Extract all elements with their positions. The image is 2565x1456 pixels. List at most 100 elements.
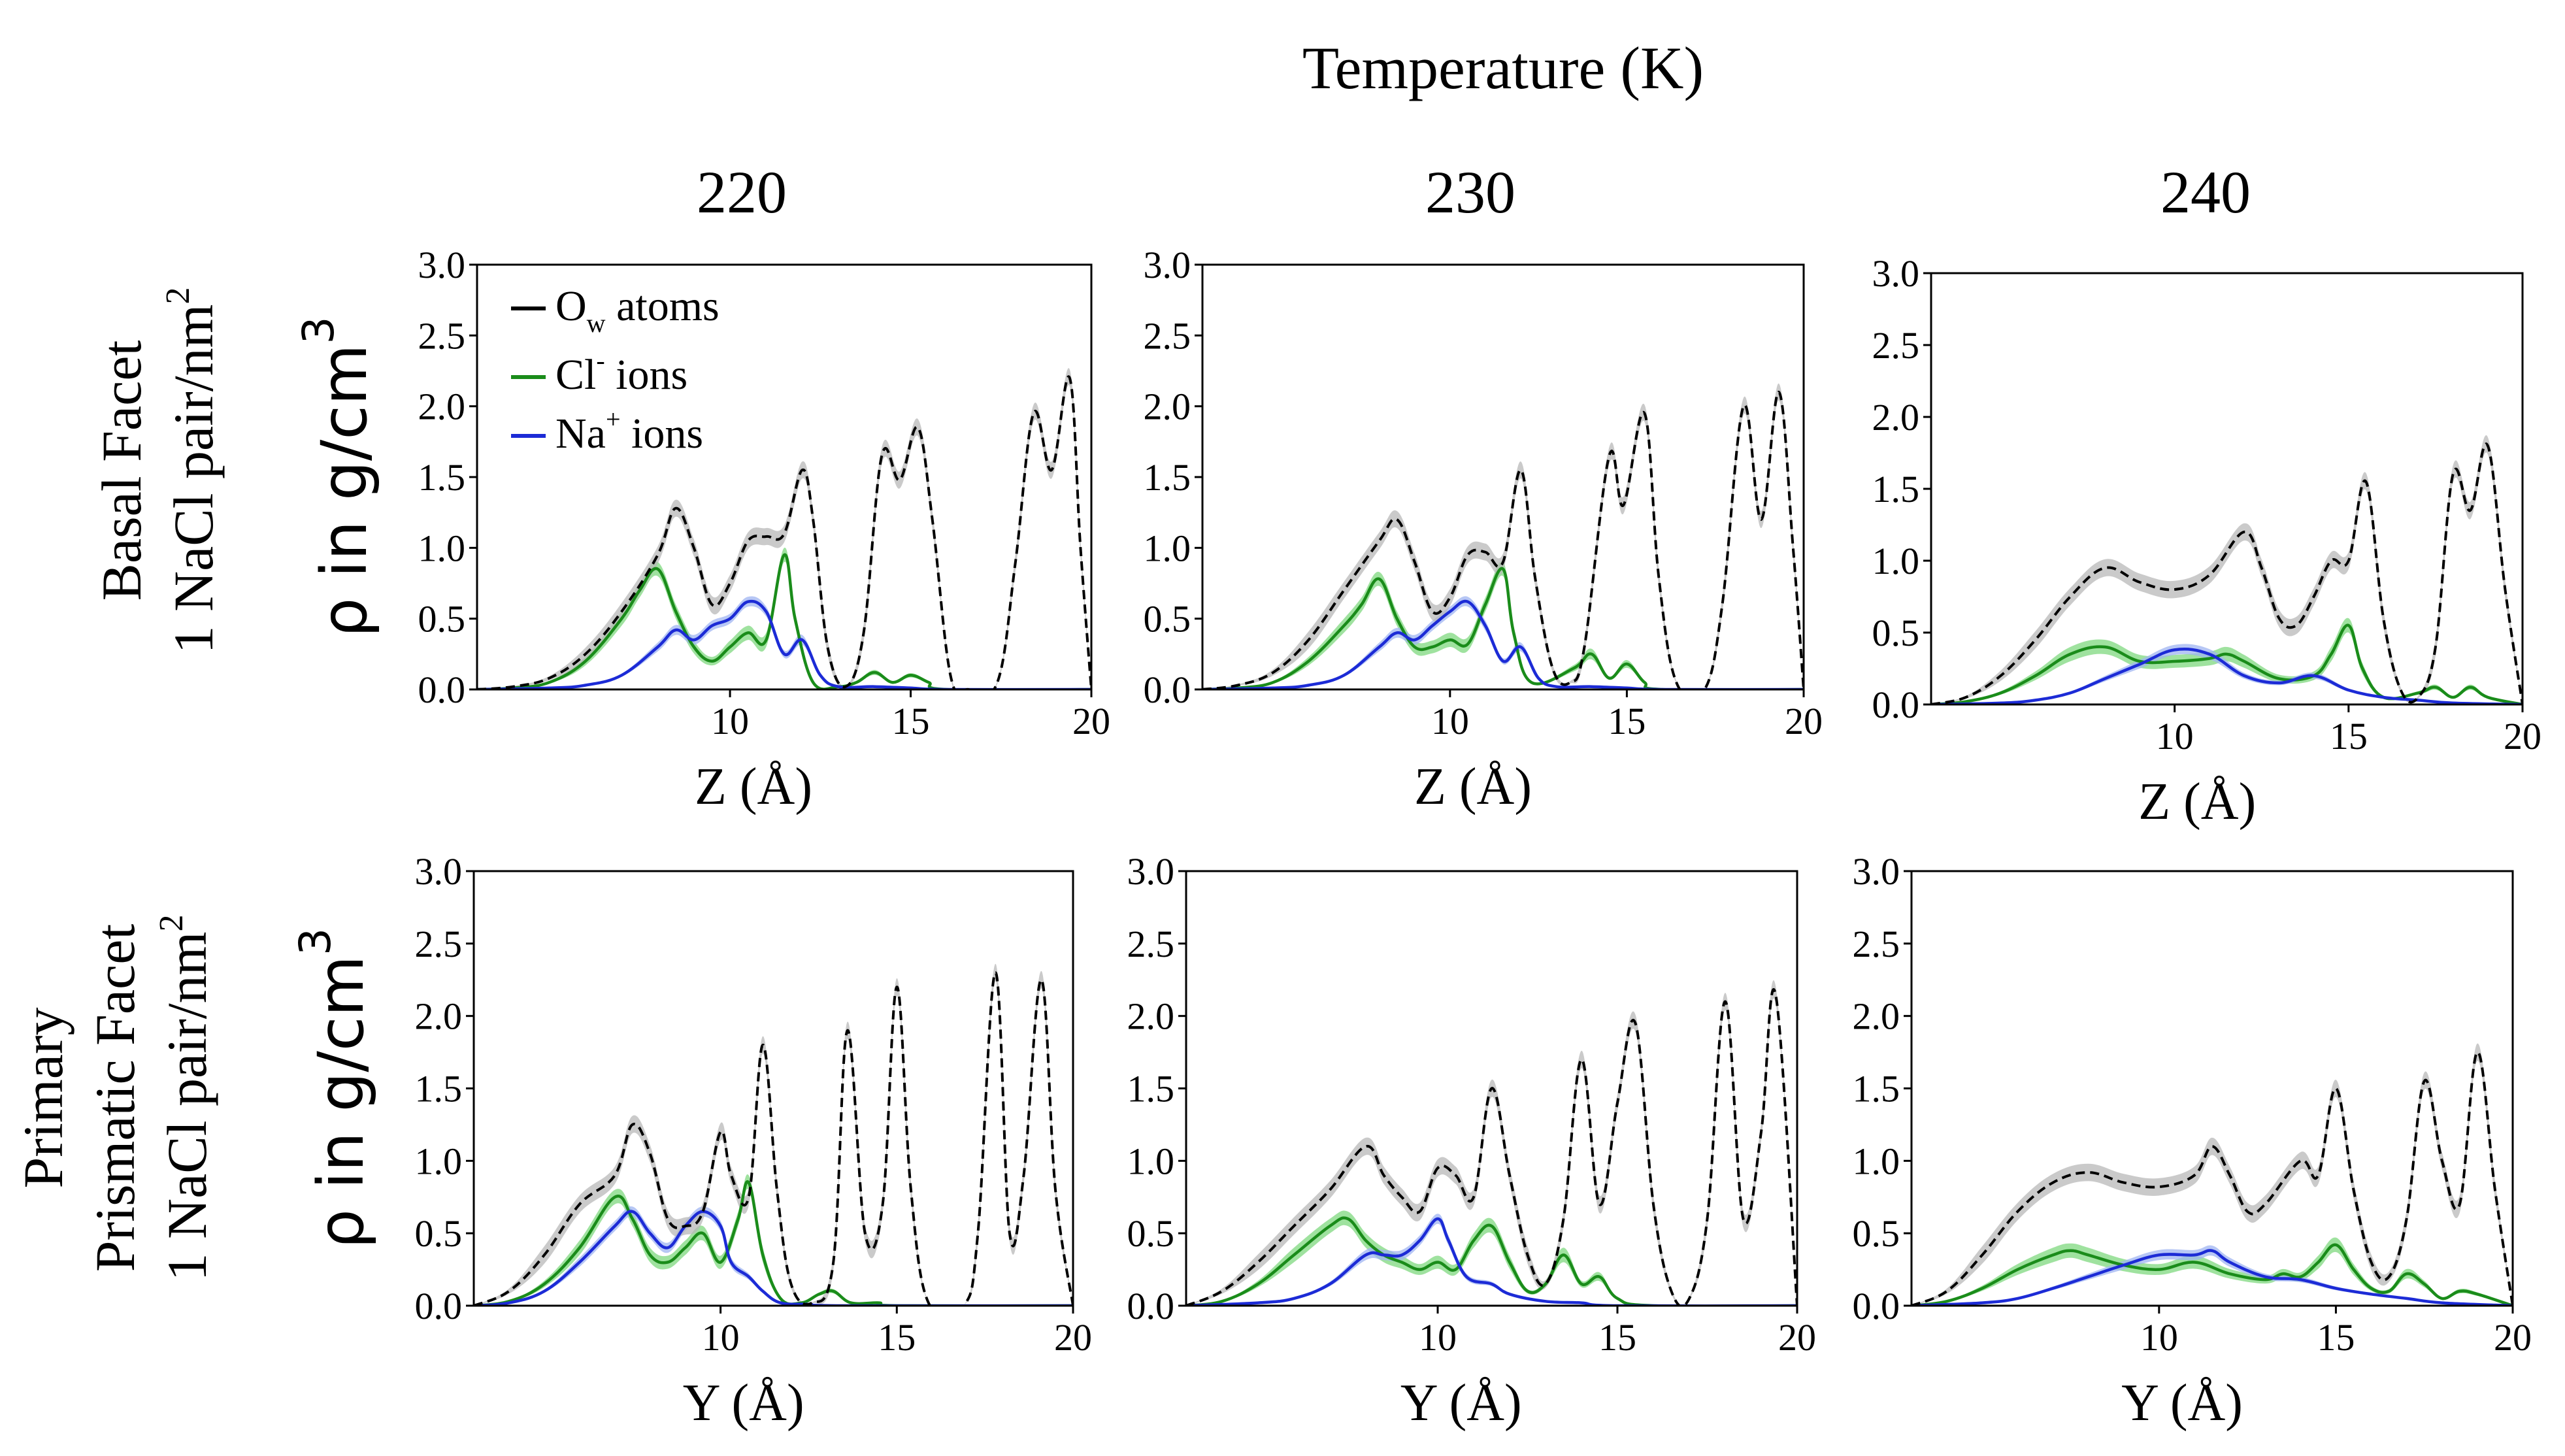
x-tick-label: 10	[2140, 1316, 2178, 1359]
y-tick-label: 1.0	[1144, 527, 1191, 569]
figure-title: Temperature (K)	[1302, 35, 1704, 101]
x-tick-label: 15	[892, 700, 930, 742]
column-label-220: 220	[697, 159, 787, 225]
y-tick-label: 0.0	[415, 1285, 463, 1327]
y-tick-label: 0.5	[1872, 612, 1920, 654]
row-label-line: 1 NaCl pair/nm2	[159, 287, 225, 654]
y-axis-label-superscript: 3	[290, 928, 340, 955]
y-tick-label: 0.0	[418, 669, 466, 711]
y-tick-label: 0.5	[1853, 1212, 1900, 1255]
y-tick-label: 1.0	[1127, 1140, 1175, 1182]
plot-frame	[1201, 263, 1805, 691]
row-label-line: Primary	[12, 1007, 74, 1188]
y-axis-label-superscript: 3	[293, 316, 344, 344]
plot-frame	[1185, 870, 1798, 1307]
cl-band	[474, 1174, 1073, 1306]
na-line	[474, 1210, 1073, 1306]
y-tick-label: 2.0	[1872, 396, 1920, 438]
cl-band	[1911, 1237, 2513, 1306]
water-line	[1931, 442, 2523, 704]
x-tick-label: 10	[711, 700, 749, 742]
x-tick-label: 20	[1054, 1316, 1092, 1359]
y-tick-label: 2.5	[415, 923, 463, 965]
y-tick-label: 2.5	[418, 314, 466, 357]
x-axis-label: Z (Å)	[2138, 773, 2256, 831]
x-tick-label: 15	[2330, 715, 2368, 757]
y-tick-label: 2.0	[1127, 995, 1175, 1038]
y-tick-label: 0.0	[1853, 1285, 1900, 1327]
x-tick-label: 15	[878, 1316, 916, 1359]
water-line	[474, 971, 1073, 1306]
y-tick-label: 0.5	[1127, 1212, 1175, 1255]
y-tick-label: 3.0	[1144, 244, 1191, 286]
x-axis-label: Y (Å)	[683, 1374, 804, 1432]
y-tick-label: 1.5	[1144, 456, 1191, 499]
x-tick-label: 10	[1419, 1316, 1457, 1359]
x-tick-label: 15	[1598, 1316, 1636, 1359]
y-tick-label: 2.0	[418, 386, 466, 428]
plot-frame	[476, 263, 1093, 691]
plot-frame	[1930, 272, 2524, 706]
row-label-superscript: 2	[159, 287, 197, 304]
cl-line	[1931, 623, 2523, 704]
na-line	[1931, 648, 2523, 704]
water-line	[1202, 390, 1804, 689]
x-tick-label: 10	[702, 1316, 740, 1359]
chart-panel: 0.0 0.5 1.0 1.5 2.0 2.5 3.0 10 15 20 Z (Å)	[1144, 244, 1823, 816]
y-tick-label: 1.5	[1872, 468, 1920, 510]
y-tick-label: 3.0	[1127, 850, 1175, 893]
legend-label-cl: Cl- ions	[555, 346, 687, 399]
y-tick-label: 3.0	[1853, 850, 1900, 893]
y-tick-label: 1.5	[1127, 1068, 1175, 1110]
chart-panel: 0.0 0.5 1.0 1.5 2.0 2.5 3.0 10 15 20 Y (Å)	[1127, 850, 1817, 1432]
water-line	[1911, 1051, 2513, 1306]
y-tick-label: 3.0	[418, 244, 466, 286]
x-axis-label: Y (Å)	[1400, 1374, 1522, 1432]
x-tick-label: 20	[1072, 700, 1110, 742]
column-label-240: 240	[2160, 159, 2251, 225]
column-label-230: 230	[1425, 159, 1515, 225]
y-tick-label: 1.5	[415, 1068, 463, 1110]
y-tick-label: 2.5	[1872, 324, 1920, 367]
na-line	[1186, 1217, 1797, 1306]
y-tick-label: 0.5	[415, 1212, 463, 1255]
y-tick-label: 1.0	[1872, 540, 1920, 582]
row-label-line: Basal Facet	[90, 340, 153, 601]
cl-line	[477, 553, 1091, 689]
y-tick-label: 1.5	[418, 456, 466, 499]
y-tick-label: 0.5	[418, 598, 466, 640]
y-tick-label: 0.0	[1872, 684, 1920, 726]
legend-label-na: Na+ ions	[555, 405, 703, 457]
y-tick-label: 0.0	[1127, 1285, 1175, 1327]
x-axis-label: Z (Å)	[695, 758, 812, 816]
chart-panel: 0.0 0.5 1.0 1.5 2.0 2.5 3.0 10 15 20 Z (Å) ρ in g/c…	[293, 244, 1110, 816]
y-tick-label: 1.0	[418, 527, 466, 569]
x-tick-label: 20	[2504, 715, 2541, 757]
y-axis-label: ρ in g/cm3	[293, 316, 381, 637]
y-tick-label: 2.5	[1853, 923, 1900, 965]
legend-label-water: Ow atoms	[555, 282, 720, 338]
y-tick-label: 2.0	[415, 995, 463, 1038]
x-tick-label: 10	[2156, 715, 2194, 757]
y-tick-label: 1.0	[415, 1140, 463, 1182]
na-line	[1202, 599, 1804, 689]
water-band	[1911, 1043, 2513, 1306]
na-line	[1911, 1249, 2513, 1306]
y-tick-label: 0.0	[1144, 669, 1191, 711]
legend: Ow atoms Cl- ions Na+ ions	[511, 282, 720, 457]
y-tick-label: 2.0	[1144, 386, 1191, 428]
y-tick-label: 2.0	[1853, 995, 1900, 1038]
row-label-line: Prismatic Facet	[84, 924, 146, 1272]
water-line	[1186, 987, 1797, 1306]
y-axis-label: ρ in g/cm3	[290, 928, 378, 1249]
row-label-superscript: 2	[153, 914, 190, 931]
row-label-line: 1 NaCl pair/nm2	[153, 914, 218, 1281]
x-tick-label: 10	[1431, 700, 1469, 742]
water-band	[474, 963, 1073, 1306]
na-line	[477, 599, 1091, 689]
x-axis-label: Z (Å)	[1414, 758, 1532, 816]
water-band	[1202, 383, 1804, 689]
y-tick-label: 3.0	[1872, 252, 1920, 295]
x-tick-label: 15	[2317, 1316, 2355, 1359]
cl-line	[1911, 1243, 2513, 1306]
